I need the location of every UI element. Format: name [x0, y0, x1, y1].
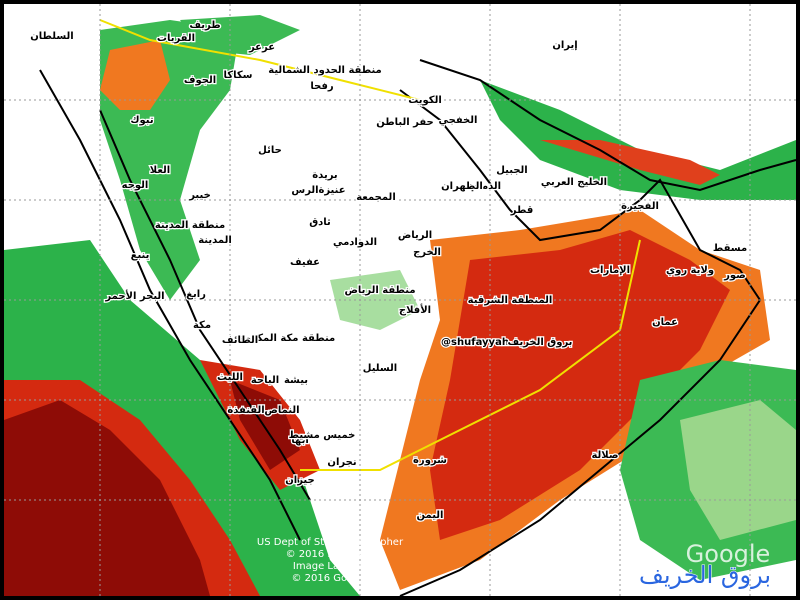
place-label: الجبيل	[496, 165, 527, 176]
place-label: بيشة	[284, 375, 308, 386]
place-label: الخليج العربي	[541, 177, 607, 188]
watermark: بروق الخريف	[639, 561, 771, 589]
place-label: جيزان	[285, 475, 314, 486]
place-label: شرورة	[413, 455, 447, 466]
place-label: ولاية روي	[666, 265, 714, 276]
place-label: الدوادمي	[333, 237, 377, 248]
place-label: الخرج	[413, 247, 441, 258]
place-label: النماص	[264, 405, 299, 416]
place-label: عمان	[652, 317, 678, 328]
place-label: خميس مشيط	[289, 430, 356, 441]
place-label: القريات	[157, 33, 195, 44]
place-label: ينبع	[131, 250, 150, 261]
place-label: خيبر	[188, 190, 211, 201]
place-label: الجوف	[184, 75, 216, 86]
place-label: السليل	[363, 363, 397, 374]
place-label: منطقة المدينة	[155, 220, 225, 231]
place-label: منطقة الحدود الشمالية	[268, 65, 381, 76]
graticule	[4, 4, 796, 596]
place-label: حائل	[258, 145, 282, 156]
place-label: عنيزة	[318, 185, 345, 196]
place-label: السلطان	[30, 31, 73, 42]
place-label: الوجه	[122, 180, 149, 191]
place-label: الأفلاج	[399, 303, 431, 316]
place-label: الرياض	[398, 230, 432, 241]
place-label: الإمارات	[590, 265, 630, 276]
place-label: الكويت	[408, 95, 442, 106]
attribution-line: Image Landsat	[293, 561, 367, 572]
place-label: قطر	[510, 205, 534, 216]
place-label: سكاكا	[224, 70, 253, 81]
place-label: المجمعة	[356, 192, 396, 203]
place-label: حفر الباطن	[376, 117, 434, 128]
place-label: صلالة	[591, 450, 618, 461]
place-label: مسقط	[713, 243, 747, 254]
place-label: رفحا	[310, 81, 334, 92]
attribution-line: US Dept of State Geographer	[257, 537, 404, 548]
place-label: منطقة مكة المكرمة	[239, 333, 336, 344]
place-label: الفجيرة	[621, 201, 659, 212]
place-label: اليمن	[417, 510, 444, 521]
place-label: الدمام	[471, 181, 501, 192]
place-label: الظهران	[441, 181, 483, 192]
place-label: رابغ	[186, 289, 206, 300]
place-label: طريف	[189, 20, 220, 31]
place-label: المدينة	[198, 235, 232, 246]
place-label: نجران	[327, 457, 356, 468]
place-label: منطقة الرياض	[344, 285, 415, 296]
place-label: مكة	[193, 320, 211, 331]
place-label: الباحة	[251, 375, 279, 386]
place-label: القنفذة	[227, 405, 264, 416]
place-label: تبوك	[130, 115, 154, 126]
place-label: أبها	[291, 433, 309, 446]
place-label: الرس	[291, 185, 318, 196]
place-label: ثادق	[309, 217, 331, 228]
place-label: البحر الأحمر	[104, 289, 164, 302]
place-label: العلا	[150, 165, 170, 176]
place-label: الليث	[217, 372, 243, 383]
place-label: الخفجي	[439, 115, 478, 126]
place-label: صور	[723, 270, 746, 281]
place-label: عفيف	[290, 257, 320, 268]
place-label: @shufayyah	[441, 337, 509, 348]
attribution-line: © 2016 Google	[291, 573, 368, 584]
place-label: الطائف	[222, 335, 258, 346]
coastlines	[39, 59, 797, 597]
place-label: المنطقة الشرقية	[468, 295, 553, 306]
place-label: بريدة	[312, 170, 337, 181]
labels: إيران الكويت الخفجي حفر الباطن منطقة الحدود …	[29, 19, 748, 523]
place-label: بروق الخريف	[508, 337, 573, 348]
attribution-line: © 2016 Basarsoft	[286, 549, 375, 560]
place-label: إيران	[552, 40, 577, 51]
borders	[99, 19, 641, 471]
attribution: US Dept of State Geographer© 2016 Basars…	[257, 537, 404, 584]
place-label: عرعر	[248, 42, 275, 53]
google-logo: Google	[686, 540, 771, 568]
